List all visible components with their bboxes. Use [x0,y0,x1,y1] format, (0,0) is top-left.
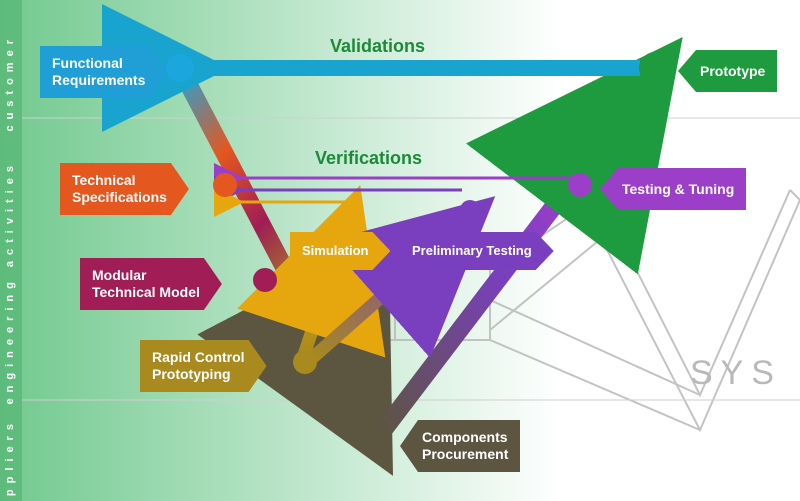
node-modular-technical-model [253,268,277,292]
node-preliminary-testing [460,200,480,220]
flag-simulation: Simulation [290,232,390,270]
band-label-customer: customer [4,34,16,132]
watermark-text: SYS [690,354,782,393]
node-rapid-control-prototyping [293,350,317,374]
band-label-suppliers: suppliers [4,418,16,501]
flag-technical-specifications: TechnicalSpecifications [60,163,189,215]
title-verifications: Verifications [315,148,422,169]
flag-components-procurement: ComponentsProcurement [400,420,520,472]
node-prototype [639,52,671,84]
flag-modular-technical-model: ModularTechnical Model [80,258,222,310]
node-technical-specifications [213,173,237,197]
v-model-diagram: customer Engineering activities supplier… [0,0,800,501]
node-testing-tuning [568,173,592,197]
node-simulation [340,200,360,220]
flag-prototype: Prototype [678,50,777,92]
band-label-engineering: Engineering activities [4,160,16,404]
node-functional-requirements [166,54,194,82]
flag-testing-tuning: Testing & Tuning [600,168,746,210]
flag-rapid-control-prototyping: Rapid ControlPrototyping [140,340,267,392]
node-components-procurement [361,426,389,454]
title-validations: Validations [330,36,425,57]
flag-functional-requirements: FunctionalRequirements [40,46,167,98]
flag-preliminary-testing: Preliminary Testing [400,232,554,270]
